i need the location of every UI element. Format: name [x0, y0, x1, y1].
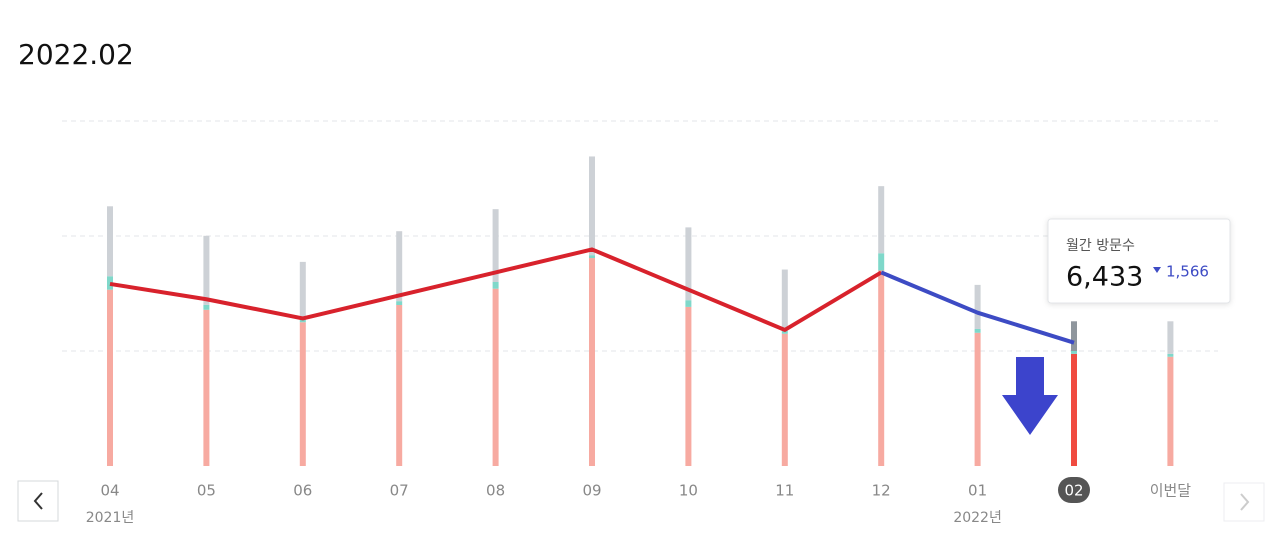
prev-button[interactable]: [17, 480, 59, 522]
bar-segment: [299, 319, 306, 323]
bar-segment: [974, 328, 981, 333]
month-label[interactable]: 06: [293, 482, 312, 500]
bar-segment: [781, 269, 788, 331]
bar-segment: [492, 282, 499, 289]
tooltip-label: 월간 방문수: [1066, 238, 1135, 254]
bar-segment: [203, 309, 210, 466]
bar-segment: [1071, 353, 1077, 466]
bar-segment: [107, 206, 113, 277]
month-label[interactable]: 11: [775, 482, 794, 500]
bar-segment: [589, 255, 595, 259]
bar-segment: [974, 284, 981, 329]
bar-segment: [685, 306, 692, 466]
bar-segment: [107, 289, 113, 466]
tooltip-change: 1,566: [1166, 263, 1209, 281]
month-label[interactable]: 12: [872, 482, 891, 500]
month-label[interactable]: 04: [100, 482, 119, 500]
bar-segment: [781, 333, 788, 466]
bar-segment: [396, 305, 403, 466]
year-label: 2021년: [86, 510, 135, 526]
tooltip-box: [1047, 218, 1231, 304]
prev-icon: [33, 492, 43, 510]
bar-segment: [299, 322, 306, 466]
month-label[interactable]: 이번달: [1150, 482, 1192, 500]
month-label[interactable]: 09: [582, 482, 601, 500]
bar-segment: [1167, 353, 1174, 357]
bar-segment: [685, 300, 692, 307]
month-label[interactable]: 07: [390, 482, 409, 500]
prev-box[interactable]: [17, 480, 59, 522]
bar-segment: [492, 209, 499, 282]
month-label[interactable]: 08: [486, 482, 505, 500]
bar-segment: [1071, 351, 1077, 354]
year-label: 2022년: [953, 510, 1002, 526]
next-button[interactable]: [1223, 482, 1265, 522]
next-icon: [1240, 493, 1250, 511]
bar-segment: [685, 227, 692, 301]
bar-segment: [1071, 321, 1077, 351]
down-arrow: [1002, 357, 1058, 435]
visits-line: [880, 270, 1075, 345]
next-box[interactable]: [1223, 482, 1265, 522]
selected-pill: [1058, 477, 1090, 503]
visits-line: [109, 247, 883, 332]
bar-segment: [589, 258, 595, 466]
bar-segment: [589, 156, 595, 256]
bar-segment: [878, 253, 885, 271]
bar-segment: [781, 330, 788, 334]
bar-segment: [974, 332, 981, 466]
bar-segment: [1167, 321, 1174, 354]
bar-segment: [107, 276, 113, 290]
bar-segment: [878, 270, 885, 466]
bar-segment: [492, 288, 499, 466]
bar-segment: [203, 304, 210, 310]
month-label[interactable]: 01: [968, 482, 987, 500]
change-icon: [1153, 267, 1161, 273]
bar-segment: [299, 261, 306, 320]
bar-segment: [878, 186, 885, 254]
tooltip: 월간 방문수 6,433 1,566: [1047, 218, 1231, 304]
bar-segment: [1167, 356, 1174, 466]
tooltip-value: 6,433: [1066, 262, 1143, 293]
selected-month-label[interactable]: 02: [1064, 482, 1083, 500]
period-title: 2022.02: [18, 38, 134, 71]
bar-segment: [396, 301, 403, 305]
month-label[interactable]: 05: [197, 482, 216, 500]
month-label[interactable]: 10: [679, 482, 698, 500]
bar-segment: [396, 231, 403, 302]
bar-segment: [203, 235, 210, 305]
